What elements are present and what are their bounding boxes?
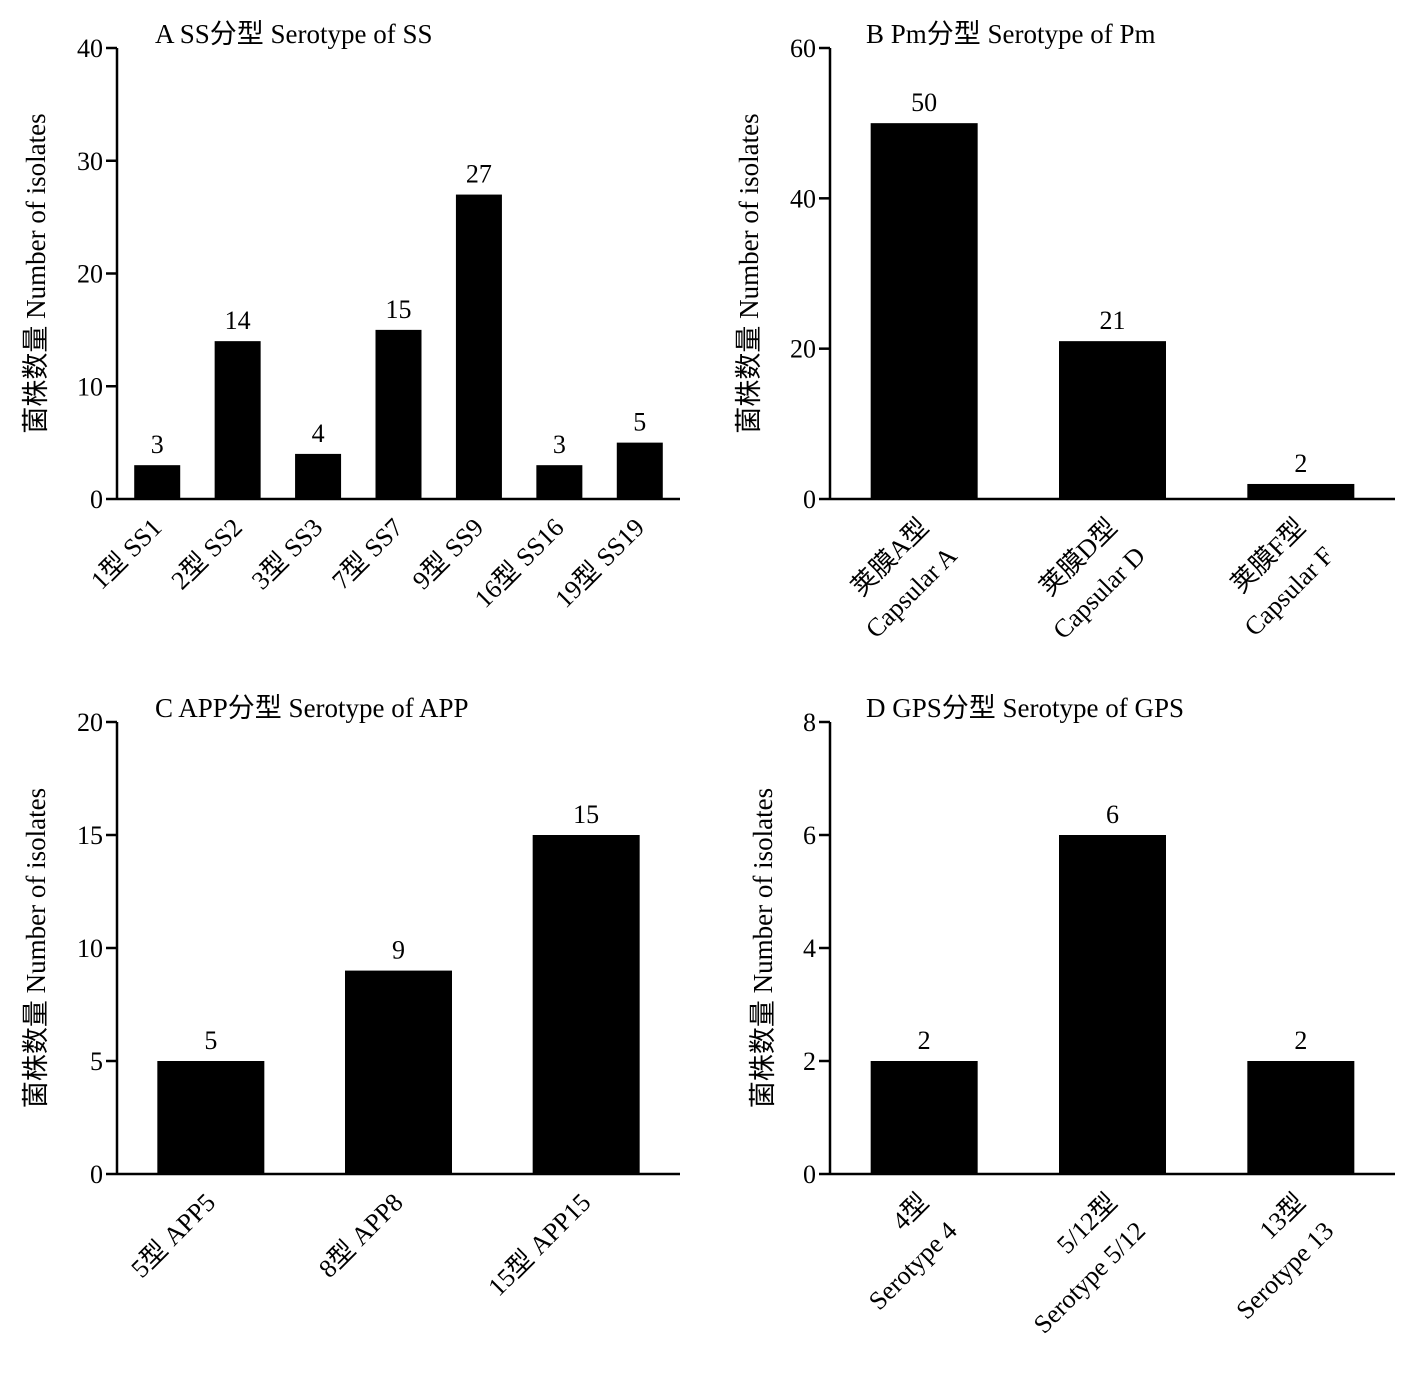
bar-value-label: 6 — [1106, 800, 1119, 829]
panel-title: C APP分型 Serotype of APP — [155, 693, 469, 723]
y-tick-label: 20 — [77, 708, 103, 737]
panel-title: D GPS分型 Serotype of GPS — [866, 693, 1184, 723]
y-tick-label: 0 — [803, 1160, 816, 1189]
bar-value-label: 27 — [466, 160, 492, 189]
x-category-label: 3型 SS3 — [246, 513, 328, 595]
y-tick-label: 5 — [90, 1047, 103, 1076]
bar-value-label: 5 — [633, 408, 646, 437]
panel-title: B Pm分型 Serotype of Pm — [866, 19, 1156, 49]
x-category-label: 荚膜F型Capsular F — [1210, 513, 1339, 642]
bar — [616, 442, 663, 499]
bar — [1059, 341, 1166, 499]
y-tick-label: 0 — [803, 485, 816, 514]
y-tick-label: 40 — [790, 184, 816, 213]
bar — [1059, 835, 1166, 1174]
bar-value-label: 15 — [386, 295, 412, 324]
y-tick-label: 2 — [803, 1047, 816, 1076]
y-tick-label: 15 — [77, 821, 103, 850]
y-tick-label: 20 — [77, 260, 103, 289]
x-category-label: 9型 SS9 — [407, 513, 489, 595]
x-category-label-line: 1型 SS1 — [85, 513, 167, 595]
bar — [455, 194, 502, 499]
x-category-label-line: 8型 APP8 — [313, 1188, 409, 1284]
y-tick-label: 10 — [77, 934, 103, 963]
bar — [536, 465, 583, 499]
y-tick-label: 40 — [77, 34, 103, 63]
x-category-label: 荚膜D型Capsular D — [1019, 513, 1151, 645]
bar — [532, 835, 640, 1174]
chart-panel-1: B Pm分型 Serotype of Pm 0 20 40 60 菌株数量 Number … — [734, 19, 1395, 645]
bar-value-label: 2 — [1294, 449, 1307, 478]
panel-title: A SS分型 Serotype of SS — [155, 19, 433, 49]
chart-panel-2: C APP分型 Serotype of APP 0 5 10 15 20 菌株数量 Numb… — [21, 693, 680, 1302]
y-tick-label: 0 — [90, 485, 103, 514]
y-axis-label: 菌株数量 Number of isolates — [21, 788, 51, 1108]
x-category-label: 8型 APP8 — [313, 1188, 409, 1284]
x-category-label: 4型Serotype 4 — [835, 1188, 963, 1316]
bar — [214, 341, 261, 499]
chart-panel-0: A SS分型 Serotype of SS 0 10 20 30 40 菌株数量 Numbe… — [21, 19, 680, 613]
x-category-label-line: Serotype 4 — [863, 1216, 963, 1316]
x-category-label-line: 4型 — [886, 1188, 934, 1236]
bar — [1247, 483, 1355, 499]
bar — [295, 453, 342, 499]
y-tick-label: 60 — [790, 34, 816, 63]
x-category-label: 1型 SS1 — [85, 513, 167, 595]
bar-value-label: 3 — [151, 430, 164, 459]
bar — [870, 123, 978, 500]
bar-value-label: 5 — [204, 1026, 217, 1055]
x-category-label: 荚膜A型Capsular A — [832, 513, 963, 644]
bar — [1247, 1061, 1355, 1174]
y-axis-label: 菌株数量 Number of isolates — [21, 113, 51, 433]
y-tick-label: 6 — [803, 821, 816, 850]
x-category-label: 7型 SS7 — [326, 513, 408, 595]
bar — [134, 465, 181, 499]
y-axis-label: 菌株数量 Number of isolates — [748, 788, 778, 1108]
bar — [375, 329, 422, 499]
x-category-label: 19型 SS19 — [549, 513, 650, 614]
x-category-label-line: 2型 SS2 — [166, 513, 248, 595]
y-tick-label: 4 — [803, 934, 816, 963]
bar-value-label: 14 — [225, 306, 251, 335]
bar-value-label: 9 — [392, 936, 405, 965]
bar-value-label: 2 — [1294, 1026, 1307, 1055]
bar — [157, 1061, 265, 1174]
x-category-label: 13型Serotype 13 — [1202, 1188, 1339, 1325]
y-tick-label: 30 — [77, 147, 103, 176]
bar-value-label: 3 — [553, 430, 566, 459]
bar-value-label: 50 — [911, 88, 937, 117]
chart-panel-3: D GPS分型 Serotype of GPS 0 2 4 6 8 菌株数量 Number … — [748, 693, 1395, 1339]
bar-value-label: 21 — [1100, 306, 1126, 335]
y-tick-label: 8 — [803, 708, 816, 737]
x-category-label-line: 3型 SS3 — [246, 513, 328, 595]
x-category-label: 2型 SS2 — [166, 513, 248, 595]
x-category-label-line: 9型 SS9 — [407, 513, 489, 595]
bar — [345, 970, 452, 1174]
bar — [870, 1061, 978, 1174]
bar-value-label: 2 — [918, 1026, 931, 1055]
bar-value-label: 4 — [312, 419, 325, 448]
y-tick-label: 10 — [77, 372, 103, 401]
y-axis-label: 菌株数量 Number of isolates — [734, 113, 764, 433]
y-tick-label: 20 — [790, 335, 816, 364]
x-category-label-line: 7型 SS7 — [326, 513, 408, 595]
x-category-label-line: 5型 APP5 — [125, 1188, 221, 1284]
y-tick-label: 0 — [90, 1160, 103, 1189]
x-category-label: 15型 APP15 — [482, 1188, 596, 1302]
bar-value-label: 15 — [573, 800, 599, 829]
x-category-label: 5/12型Serotype 5/12 — [1000, 1188, 1151, 1339]
x-category-label: 5型 APP5 — [125, 1188, 221, 1284]
x-category-label-line: 15型 APP15 — [482, 1188, 596, 1302]
x-category-label-line: 19型 SS19 — [549, 513, 650, 614]
